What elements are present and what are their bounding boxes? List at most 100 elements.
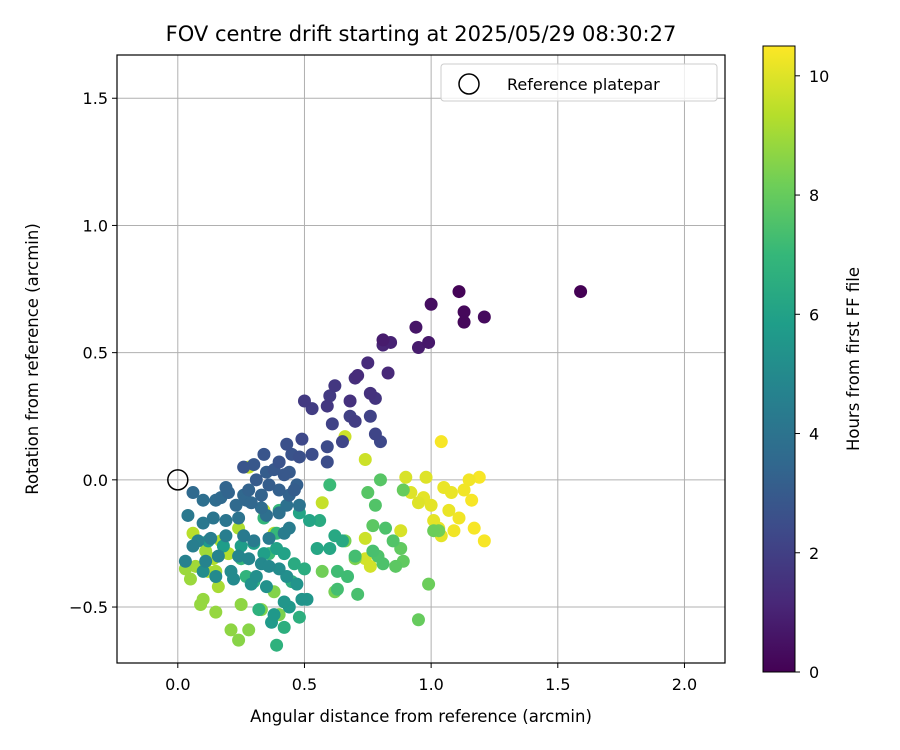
data-point [237, 529, 251, 543]
legend-box [440, 63, 718, 102]
data-point [211, 549, 225, 563]
data-point [358, 531, 372, 545]
data-point [366, 544, 380, 558]
data-point [254, 501, 268, 515]
data-point [477, 534, 491, 548]
data-point [237, 460, 251, 474]
y-axis-label: Rotation from reference (arcmin) [23, 223, 42, 495]
y-tick-label: 1.5 [83, 89, 108, 108]
data-point [427, 514, 441, 528]
data-point [305, 447, 319, 461]
data-point [457, 315, 471, 329]
data-point [363, 386, 377, 400]
data-point [373, 473, 387, 487]
data-point [219, 529, 233, 543]
data-point [277, 595, 291, 609]
data-point [313, 514, 327, 528]
data-point [186, 539, 200, 553]
data-point [574, 285, 588, 299]
data-point [411, 341, 425, 355]
data-point [447, 524, 461, 538]
data-point [361, 356, 375, 370]
data-point [244, 496, 258, 510]
data-point [351, 369, 365, 383]
y-tick-label: 0.5 [83, 344, 108, 363]
data-point [234, 539, 248, 553]
data-point [379, 521, 393, 535]
data-point [287, 557, 301, 571]
data-point [280, 498, 294, 512]
x-tick-label: 0.5 [292, 675, 317, 694]
data-point [242, 552, 256, 566]
colorbar: 0 2 4 6 8 10 Hours from first FF file [762, 45, 863, 682]
data-point [196, 516, 210, 530]
plot-frame [116, 54, 726, 664]
data-point [234, 597, 248, 611]
data-point [272, 562, 286, 576]
data-point [457, 483, 471, 497]
legend: Reference platepar [440, 63, 718, 102]
data-points [178, 285, 588, 652]
colorbar-gradient [762, 45, 796, 673]
colorbar-tick-label: 8 [809, 186, 819, 205]
data-point [411, 496, 425, 510]
data-point [467, 521, 481, 535]
data-point [277, 620, 291, 634]
data-point [348, 549, 362, 563]
data-point [323, 389, 337, 403]
data-point [287, 483, 301, 497]
colorbar-tick-label: 6 [809, 305, 819, 324]
data-point [315, 496, 329, 510]
data-point [272, 455, 286, 469]
y-tick-label: −0.5 [69, 598, 108, 617]
data-point [196, 493, 210, 507]
data-point [183, 572, 197, 586]
colorbar-tick-label: 4 [809, 425, 819, 444]
data-point [328, 379, 342, 393]
data-point [232, 511, 246, 525]
data-point [209, 605, 223, 619]
data-point [204, 531, 218, 545]
x-tick-label: 0.0 [165, 675, 190, 694]
data-point [232, 549, 246, 563]
data-point [272, 483, 286, 497]
data-point [444, 486, 458, 500]
data-point [389, 559, 403, 573]
data-point [462, 473, 476, 487]
data-point [262, 531, 276, 545]
data-point [262, 559, 276, 573]
data-point [254, 488, 268, 502]
data-point [320, 399, 334, 413]
data-point [209, 570, 223, 584]
x-tick-label: 1.0 [418, 675, 443, 694]
data-point [434, 435, 448, 449]
data-point [310, 542, 324, 556]
data-point [368, 427, 382, 441]
data-point [297, 562, 311, 576]
data-point [277, 468, 291, 482]
data-point [295, 432, 309, 446]
data-point [396, 483, 410, 497]
reference-platepar-marker [167, 469, 189, 491]
data-point [199, 544, 213, 558]
data-point [399, 470, 413, 484]
data-point [323, 542, 337, 556]
data-point [280, 437, 294, 451]
colorbar-tick-label: 10 [809, 67, 829, 86]
data-point [257, 547, 271, 561]
legend-entry-reference-platepar: Reference platepar [507, 75, 660, 94]
x-tick-label: 2.0 [672, 675, 697, 694]
data-point [303, 514, 317, 528]
data-point [249, 473, 263, 487]
data-point [477, 310, 491, 324]
data-point [259, 580, 273, 594]
data-point [178, 554, 192, 568]
colorbar-tick-label: 2 [809, 544, 819, 563]
data-point [292, 610, 306, 624]
data-point [242, 483, 256, 497]
data-point [199, 554, 213, 568]
data-point [320, 440, 334, 454]
data-point [277, 547, 291, 561]
data-point [452, 511, 466, 525]
